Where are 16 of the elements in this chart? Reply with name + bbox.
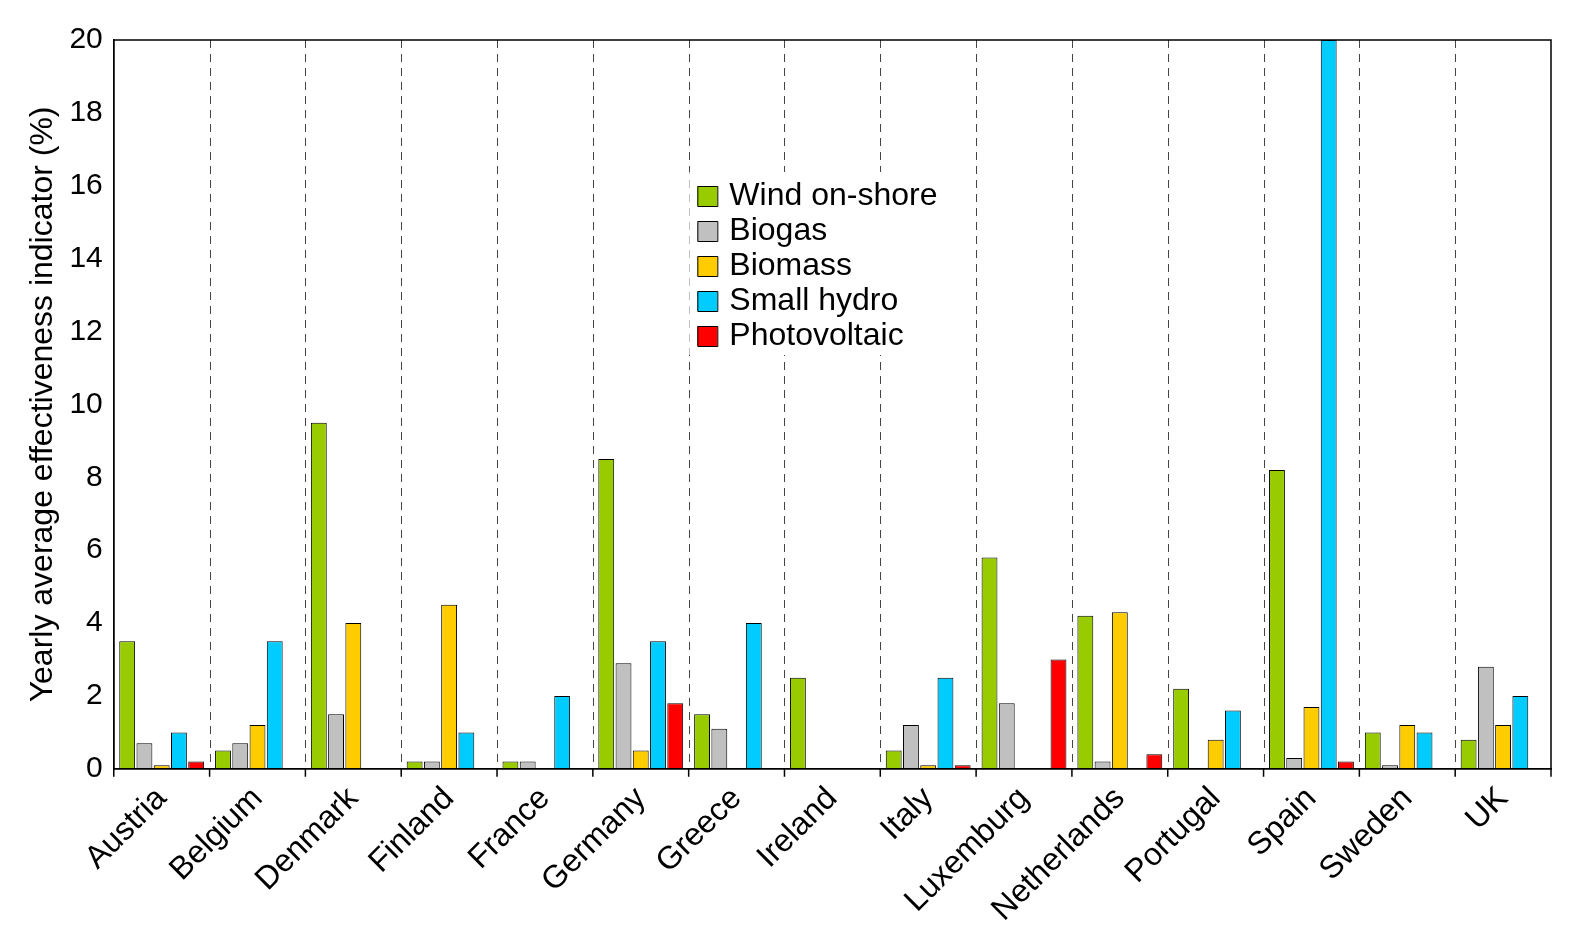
legend-label: Small hydro [729, 280, 899, 317]
y-tick-label: 14 [69, 239, 103, 273]
legend-label: Biogas [729, 210, 828, 247]
y-tick-label: 18 [69, 94, 103, 128]
y-tick-label: 20 [69, 21, 103, 55]
x-tick-label: UK [1457, 779, 1515, 837]
y-tick-label: 10 [69, 385, 103, 419]
y-tick-label: 6 [86, 531, 103, 565]
y-tick-label: 12 [69, 312, 103, 346]
legend-label: Wind on-shore [729, 175, 938, 212]
y-tick-label: 16 [69, 167, 103, 201]
y-tick-label: 0 [86, 750, 103, 784]
y-tick-label: 8 [86, 458, 103, 492]
y-axis-title: Yearly average effectiveness indicator (%) [23, 106, 60, 703]
y-tick-label: 4 [86, 604, 103, 638]
y-tick-label: 2 [86, 677, 103, 711]
